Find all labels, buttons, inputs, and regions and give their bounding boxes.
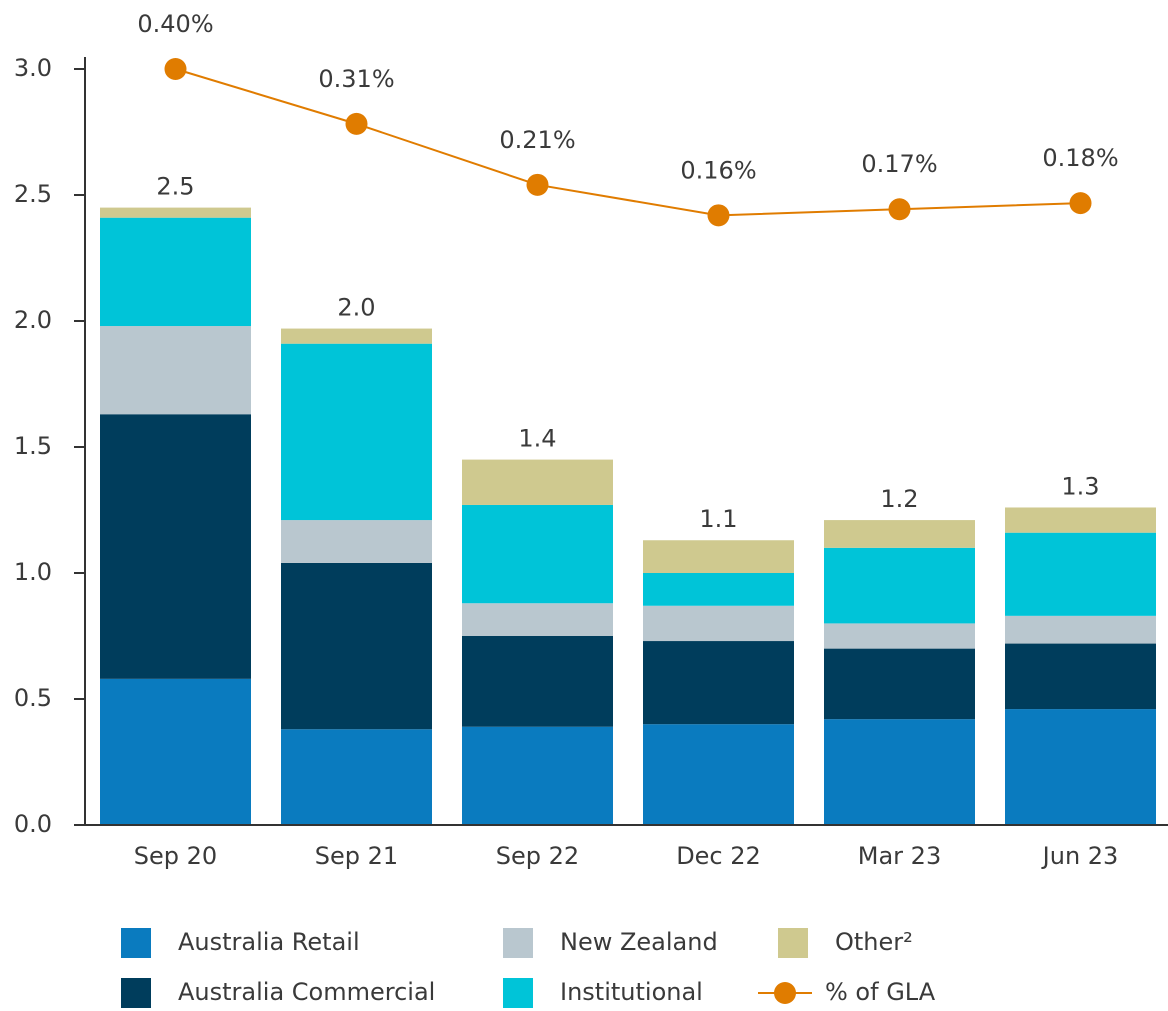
line — [175, 68, 1081, 217]
bar-segment — [462, 459, 613, 505]
bar-segment — [462, 504, 613, 604]
line-point — [888, 198, 911, 221]
total-label: 1.1 — [699, 505, 737, 533]
y-tick-label: 2.5 — [14, 180, 52, 208]
legend-label: Other² — [835, 928, 913, 956]
bar-segment — [100, 326, 251, 415]
total-label: 1.3 — [1061, 472, 1099, 500]
bar-segment — [824, 648, 975, 720]
legend-swatch — [121, 978, 151, 1008]
bar-segment — [1005, 643, 1156, 710]
legend-swatch — [503, 928, 533, 958]
line-label: 0.31% — [318, 65, 394, 93]
legend-label: Australia Retail — [178, 928, 360, 956]
bar-segment — [643, 641, 794, 725]
bar-segment — [1005, 709, 1156, 825]
bar-segment — [100, 217, 251, 327]
x-tick-label: Mar 23 — [858, 842, 941, 870]
bar-segment — [1005, 532, 1156, 616]
bar-segment — [281, 343, 432, 521]
total-label: 2.5 — [156, 173, 194, 201]
x-tick-label: Jun 23 — [1041, 842, 1119, 870]
y-tick-label: 0.0 — [14, 810, 52, 838]
y-tick-label: 0.5 — [14, 684, 52, 712]
line-point — [526, 173, 549, 196]
bar-segment — [643, 540, 794, 573]
y-tick-label: 3.0 — [14, 54, 52, 82]
x-tick-label: Sep 20 — [134, 842, 217, 870]
x-tick-label: Sep 22 — [496, 842, 579, 870]
bar-segment — [462, 636, 613, 727]
legend-swatch — [121, 928, 151, 958]
legend-label: % of GLA — [825, 978, 936, 1006]
bar-segment — [1005, 507, 1156, 533]
y-tick-label: 1.0 — [14, 558, 52, 586]
line-point — [1069, 192, 1092, 215]
legend-swatch — [778, 928, 808, 958]
line-point — [164, 58, 187, 80]
line-label: 0.17% — [861, 150, 937, 178]
total-label: 2.0 — [337, 294, 375, 322]
bar-segment — [643, 605, 794, 642]
line-label: 0.40% — [137, 10, 213, 38]
bar-segment — [281, 562, 432, 730]
line-point — [707, 204, 730, 227]
x-tick-label: Sep 21 — [315, 842, 398, 870]
legend-marker — [774, 982, 796, 1004]
bar-segment — [100, 207, 251, 218]
legend-label: New Zealand — [560, 928, 718, 956]
line-label: 0.21% — [499, 126, 575, 154]
bar-segment — [100, 678, 251, 825]
bar-segment — [462, 726, 613, 825]
line-label: 0.18% — [1042, 144, 1118, 172]
bar-segment — [824, 520, 975, 548]
legend-label: Institutional — [560, 978, 703, 1006]
line-label: 0.16% — [680, 156, 756, 184]
bar-segment — [824, 547, 975, 624]
bar-segment — [281, 520, 432, 563]
bar-segment — [824, 623, 975, 649]
bar-segment — [100, 414, 251, 679]
bar-segment — [824, 719, 975, 825]
y-tick-label: 2.0 — [14, 306, 52, 334]
bar-segment — [462, 603, 613, 636]
bar-segment — [643, 573, 794, 606]
line-point — [345, 112, 368, 135]
legend-swatch — [503, 978, 533, 1008]
bar-segment — [1005, 615, 1156, 644]
legend-label: Australia Commercial — [178, 978, 435, 1006]
bar-segment — [643, 724, 794, 825]
y-tick-label: 1.5 — [14, 432, 52, 460]
bar-segment — [281, 729, 432, 825]
x-tick-label: Dec 22 — [676, 842, 761, 870]
bar-segment — [281, 328, 432, 344]
total-label: 1.2 — [880, 485, 918, 513]
total-label: 1.4 — [518, 425, 556, 453]
